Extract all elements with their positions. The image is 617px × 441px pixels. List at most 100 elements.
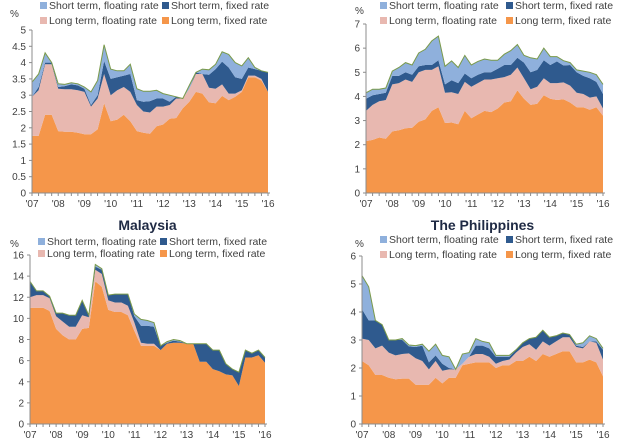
x-tick-label: '08 — [382, 430, 395, 441]
chart-title: Malaysia — [118, 217, 177, 233]
legend-label-long-floating: Long term, floating rate — [389, 15, 497, 27]
x-tick-label: '07 — [23, 430, 36, 441]
y-tick-label: 7 — [354, 20, 360, 31]
chart-title: The Philippines — [431, 217, 535, 233]
x-tick-label: '13 — [516, 430, 529, 441]
legend-label-long-fixed: Long term, fixed rate — [515, 15, 611, 27]
y-tick-label: 2 — [354, 140, 360, 151]
x-tick-label: '10 — [438, 199, 451, 210]
area-long-floating — [366, 66, 603, 142]
x-tick-label: '12 — [489, 430, 502, 441]
y-tick-label: 0 — [354, 189, 360, 200]
x-tick-label: '10 — [104, 199, 117, 210]
area-long-fixed — [32, 77, 268, 193]
legend-swatch-short-floating — [40, 2, 47, 9]
x-tick-label: '14 — [206, 430, 219, 441]
chart-philippines: The Philippines% 0 1 2 3 4 5 6 '07 '08 '09 '10 '11 '1… — [350, 217, 613, 441]
y-tick-label: 5 — [350, 280, 356, 291]
x-tick-label: '16 — [258, 430, 271, 441]
y-tick-label: 8 — [18, 335, 24, 346]
y-tick-label: 3.5 — [12, 74, 26, 85]
x-tick-label: '12 — [157, 199, 170, 210]
area-short-floating — [366, 36, 603, 99]
legend-swatch-short-fixed — [506, 2, 513, 9]
legend-swatch-long-floating — [380, 17, 387, 24]
y-tick-label: 4 — [350, 308, 356, 319]
x-tick-label: '07 — [359, 199, 372, 210]
x-tick-label: '16 — [261, 199, 274, 210]
x-tick-label: '13 — [180, 430, 193, 441]
legend-swatch-short-fixed — [160, 238, 167, 245]
y-tick-label: 1 — [20, 156, 26, 167]
total-outline — [29, 263, 266, 373]
y-unit-label: % — [10, 9, 19, 20]
x-tick-label: '12 — [491, 199, 504, 210]
x-tick-label: '12 — [154, 430, 167, 441]
x-tick-label: '14 — [209, 199, 222, 210]
legend-swatch-short-fixed — [506, 236, 513, 243]
x-tick-label: '09 — [78, 199, 91, 210]
legend-swatch-long-floating — [38, 250, 45, 257]
y-tick-label: 6 — [354, 44, 360, 55]
total-outline — [361, 275, 604, 371]
x-tick-label: '14 — [543, 430, 556, 441]
x-tick-label: '08 — [386, 199, 399, 210]
x-tick-label: '11 — [465, 199, 478, 210]
y-tick-label: 2.5 — [12, 107, 26, 118]
legend-label-short-floating: Short term, floating rate — [389, 0, 499, 12]
legend-swatch-short-floating — [380, 236, 387, 243]
y-tick-label: 0.5 — [12, 172, 26, 183]
legend-label-short-floating: Short term, floating rate — [389, 234, 499, 246]
x-tick-label: '09 — [76, 430, 89, 441]
x-tick-label: '15 — [232, 430, 245, 441]
y-tick-label: 4.5 — [12, 42, 26, 53]
legend-label-short-fixed: Short term, fixed rate — [515, 0, 613, 12]
chart-malaysia: Malaysia% 0 2 4 6 8 10 12 14 16 '07 '08 '09 '10 '11 '12… — [10, 217, 272, 441]
legend-swatch-short-fixed — [162, 2, 169, 9]
x-tick-label: '13 — [517, 199, 530, 210]
y-tick-label: 2 — [350, 364, 356, 375]
y-tick-label: 3 — [354, 116, 360, 127]
y-tick-label: 10 — [13, 314, 25, 325]
area-long-fixed — [30, 281, 265, 424]
legend-swatch-short-floating — [380, 2, 387, 9]
y-tick-label: 3 — [20, 91, 26, 102]
x-tick-label: '16 — [596, 199, 609, 210]
x-tick-label: '11 — [131, 199, 144, 210]
legend-label-long-fixed: Long term, fixed rate — [169, 248, 265, 260]
legend-label-long-floating: Long term, floating rate — [47, 248, 155, 260]
area-long-floating — [32, 64, 268, 136]
y-unit-label: % — [355, 6, 364, 17]
x-tick-label: '08 — [52, 199, 65, 210]
y-tick-label: 1.5 — [12, 140, 26, 151]
legend-label-short-fixed: Short term, fixed rate — [169, 236, 267, 248]
x-tick-label: '15 — [235, 199, 248, 210]
x-tick-label: '09 — [412, 199, 425, 210]
x-tick-label: '07 — [25, 199, 38, 210]
area-long-floating — [362, 337, 603, 385]
x-tick-label: '09 — [409, 430, 422, 441]
x-tick-label: '15 — [570, 430, 583, 441]
total-outline — [365, 35, 604, 94]
x-tick-label: '14 — [544, 199, 557, 210]
x-tick-label: '11 — [463, 430, 476, 441]
legend-label-short-fixed: Short term, fixed rate — [515, 234, 613, 246]
y-tick-label: 16 — [13, 251, 25, 262]
x-tick-label: '10 — [436, 430, 449, 441]
legend-swatch-long-fixed — [160, 250, 167, 257]
y-tick-label: 0 — [350, 420, 356, 431]
y-tick-label: 2 — [20, 123, 26, 134]
legend-label-long-floating: Long term, floating rate — [49, 15, 157, 27]
y-tick-label: 0 — [18, 420, 24, 431]
x-tick-label: '08 — [50, 430, 63, 441]
y-tick-label: 6 — [18, 356, 24, 367]
area-short-fixed — [366, 57, 603, 111]
legend-swatch-short-floating — [38, 238, 45, 245]
chart-top-right: % 0 1 2 3 4 5 6 7 '07 '08 '09 '10 '11 '12 '13 '14 '15 '16 S… — [354, 0, 613, 210]
area-short-fixed — [32, 61, 268, 113]
x-tick-label: '07 — [355, 430, 368, 441]
y-tick-label: 4 — [354, 92, 360, 103]
legend-swatch-long-fixed — [162, 17, 169, 24]
total-outline — [31, 44, 269, 100]
legend-swatch-long-floating — [40, 17, 47, 24]
